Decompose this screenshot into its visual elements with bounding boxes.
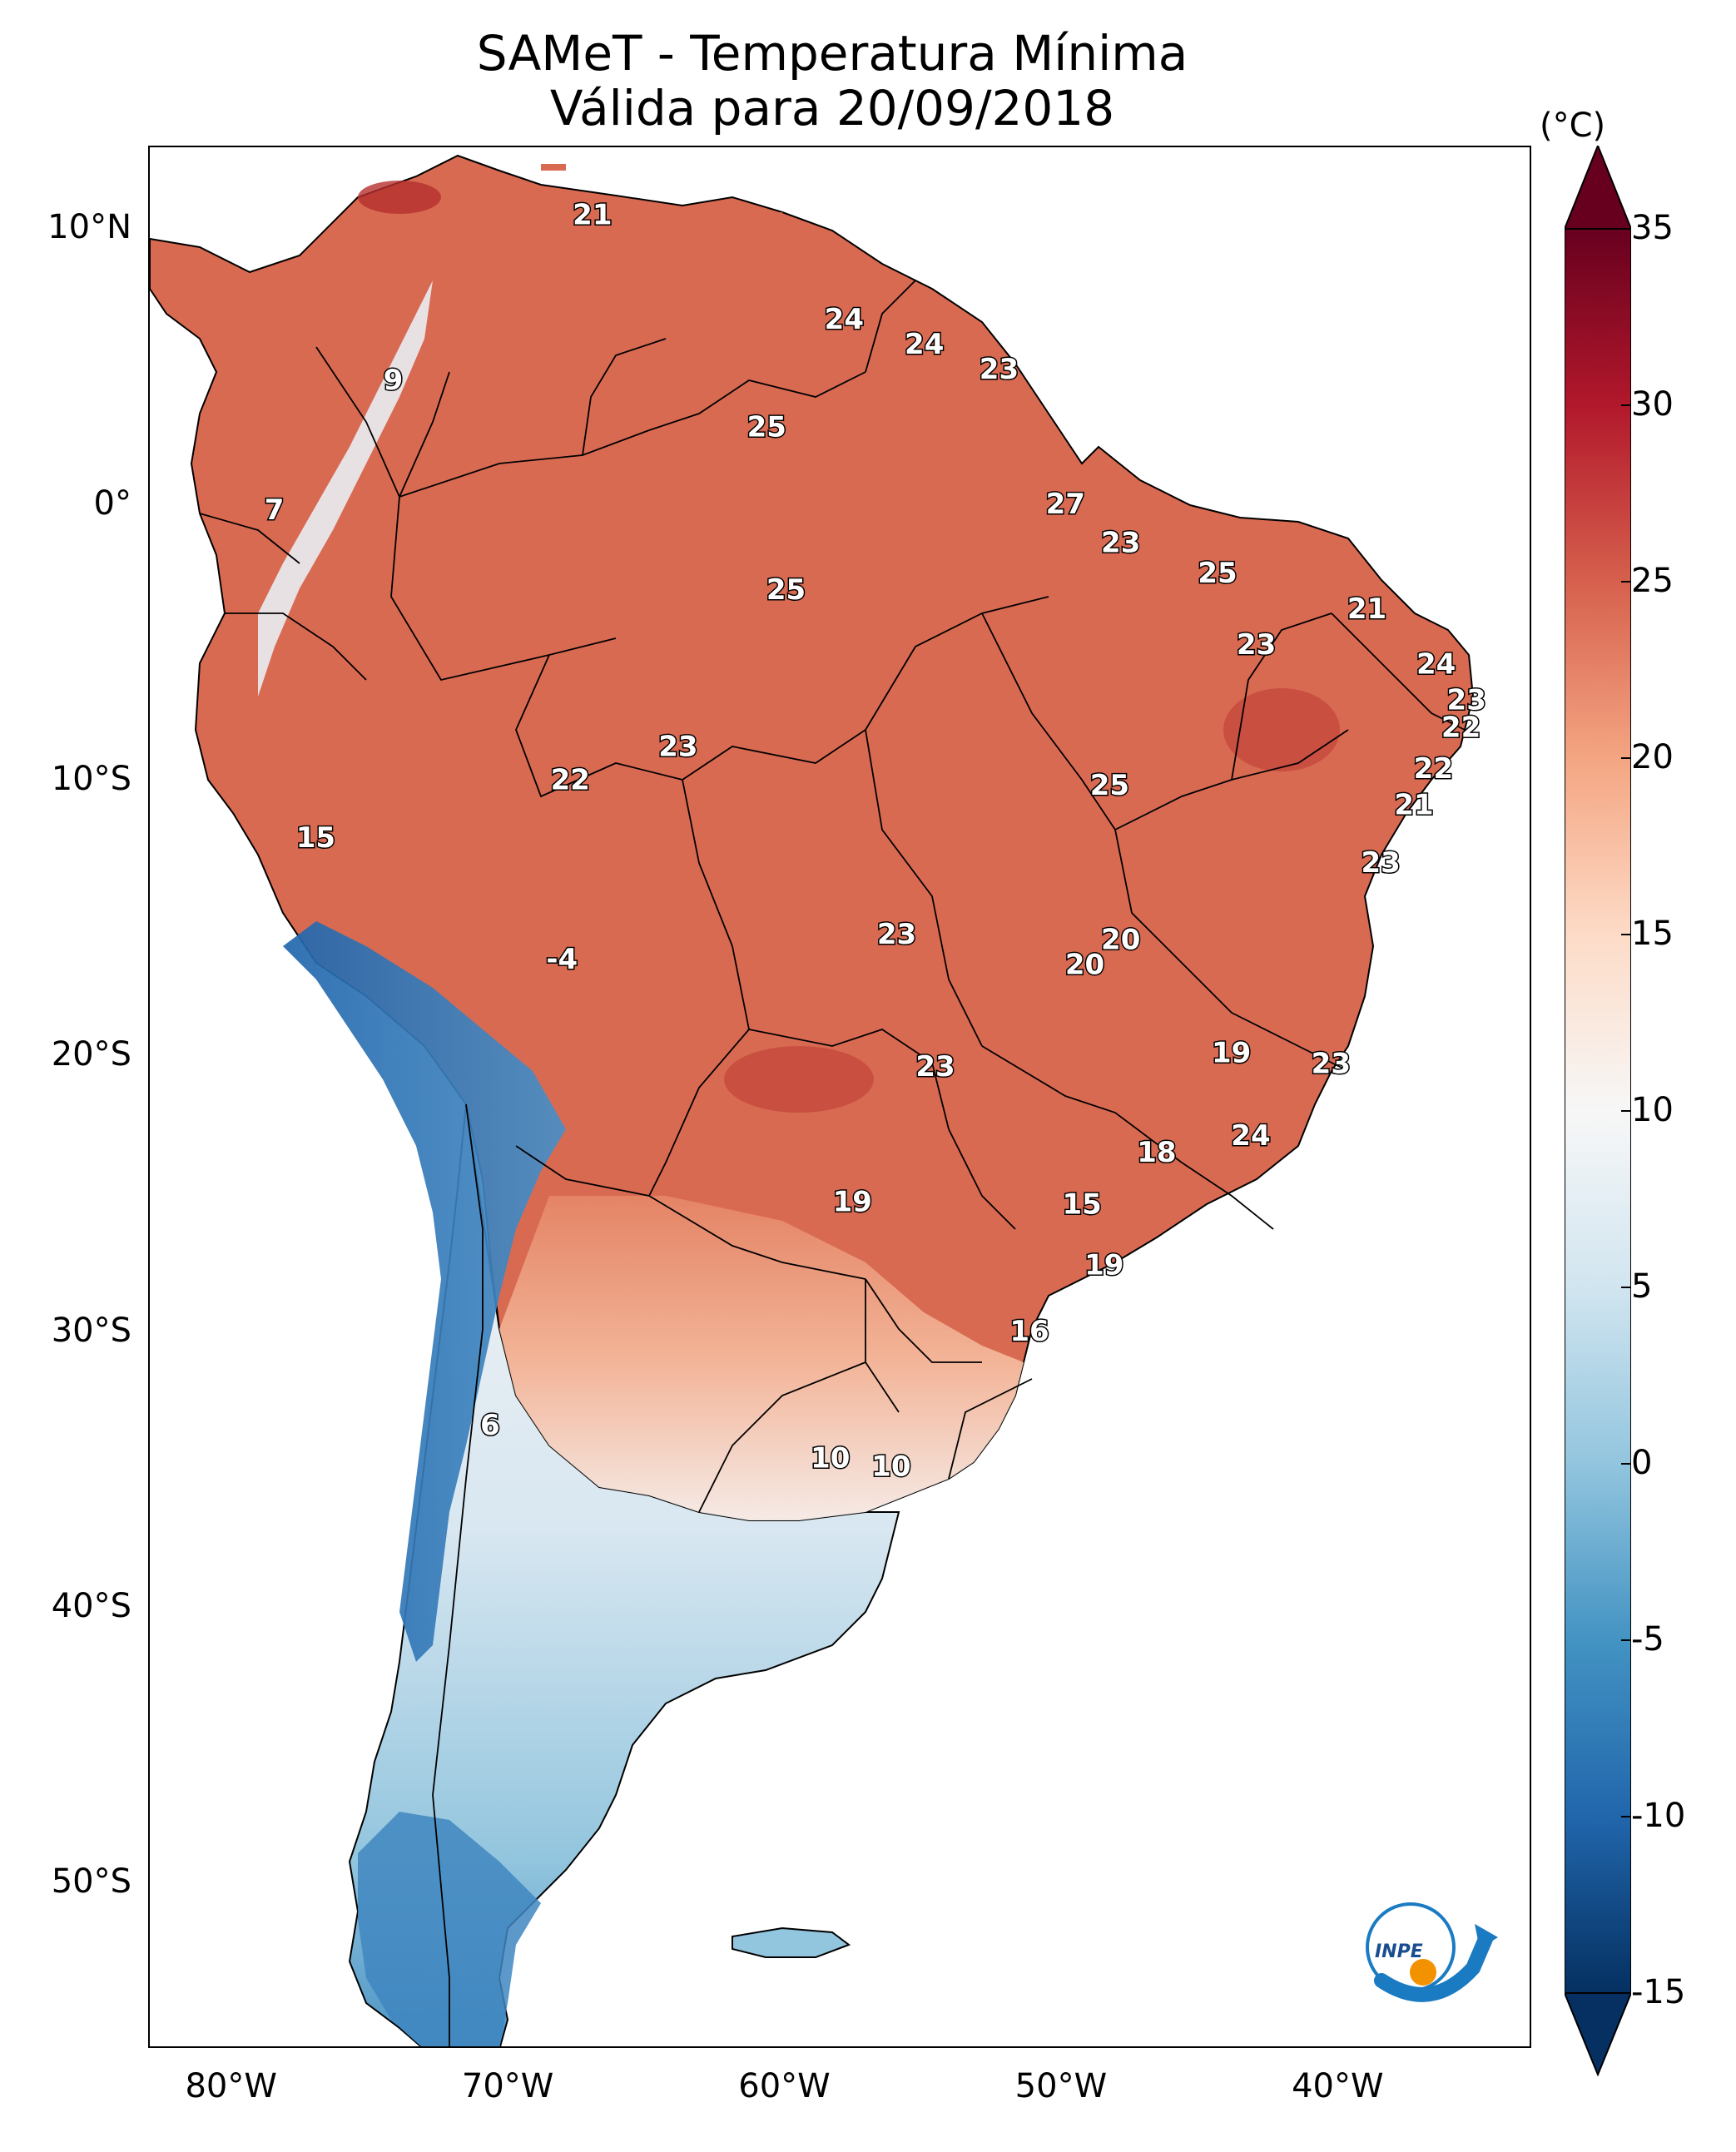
patagonia-cold-region — [358, 1812, 541, 2046]
map-title-line1: SAMeT - Temperatura Mínima — [476, 25, 1188, 82]
colorbar-tick-label: -15 — [1631, 1973, 1686, 2011]
station-value: 23 — [1237, 628, 1276, 662]
map-panel: 21 9 24 24 23 25 7 27 23 25 25 21 23 24 23 22 23 22 25 22 21… — [148, 146, 1531, 2048]
station-value: 25 — [1090, 769, 1129, 802]
longitude-label: 60°W — [738, 2067, 831, 2105]
colorbar-tick-label: 25 — [1631, 562, 1674, 600]
station-value: 25 — [766, 573, 806, 607]
station-value: 23 — [658, 731, 697, 764]
latitude-label: 0° — [93, 483, 131, 523]
station-value: 20 — [1065, 948, 1104, 981]
station-value: 24 — [905, 328, 944, 361]
country-borders — [199, 280, 1466, 2046]
station-value: 19 — [1212, 1036, 1251, 1069]
station-value: 23 — [915, 1050, 955, 1083]
station-value: 23 — [1101, 527, 1140, 560]
station-value: 22 — [1441, 712, 1481, 745]
latitude-label: 30°S — [51, 1311, 131, 1350]
colorbar-tick-label: 0 — [1631, 1444, 1653, 1482]
station-value: 16 — [1009, 1315, 1049, 1348]
station-value: 15 — [1063, 1188, 1102, 1222]
colorbar-tick-label: -5 — [1631, 1620, 1664, 1659]
station-value: 23 — [877, 918, 916, 951]
colorbar-tick-label: 5 — [1631, 1267, 1653, 1306]
station-value: 15 — [296, 821, 335, 855]
colorbar-tick-label: 10 — [1631, 1091, 1674, 1129]
caribbean-islands — [541, 164, 782, 224]
colorbar-unit: (°C) — [1540, 107, 1606, 145]
colorbar — [1565, 146, 1631, 2076]
continent-warm-region — [150, 154, 1475, 1521]
station-value: 22 — [1414, 752, 1453, 786]
colorbar-tick-label: 35 — [1631, 209, 1674, 247]
inpe-logo: INPE — [1366, 1902, 1498, 2002]
station-value: 18 — [1137, 1136, 1176, 1169]
andes-cold-band — [283, 921, 566, 1662]
longitude-label: 70°W — [461, 2067, 554, 2105]
station-value: 21 — [1394, 788, 1433, 821]
latitude-label: 10°N — [47, 208, 131, 247]
station-value: 27 — [1046, 488, 1085, 521]
station-value: 24 — [1231, 1119, 1270, 1153]
latitude-label: 20°S — [51, 1035, 131, 1074]
colorbar-tick-label: 30 — [1631, 385, 1674, 424]
colorbar-tick-label: 20 — [1631, 738, 1674, 776]
falkland-islands — [732, 1926, 851, 1958]
station-value: 10 — [811, 1442, 850, 1475]
station-value: 25 — [1198, 557, 1237, 590]
station-value: 25 — [747, 410, 786, 444]
station-value: 20 — [1101, 924, 1140, 957]
hot-spot-venezuela — [358, 181, 441, 214]
station-value: 23 — [980, 353, 1019, 386]
station-value: 7 — [265, 493, 285, 527]
colorbar-tick-label: 15 — [1631, 915, 1674, 953]
longitude-label: 50°W — [1014, 2067, 1108, 2105]
hot-spot-northeast — [1223, 688, 1340, 771]
station-value: 21 — [573, 198, 612, 231]
transition-region — [499, 1196, 1024, 1520]
station-value: 9 — [384, 364, 404, 397]
latitude-label: 40°S — [51, 1586, 131, 1625]
station-value: 23 — [1362, 846, 1401, 880]
longitude-label: 80°W — [185, 2067, 277, 2105]
colorbar-bottom-extension — [1565, 1992, 1631, 2076]
station-value: 19 — [1084, 1249, 1123, 1282]
station-value: 19 — [833, 1185, 872, 1218]
north-andes-cool-streak — [258, 280, 433, 697]
station-value: 24 — [1416, 647, 1456, 681]
latitude-label: 10°S — [51, 760, 131, 798]
latitude-label: 50°S — [51, 1862, 131, 1902]
logo-text: INPE — [1375, 1941, 1423, 1962]
station-value: 23 — [1447, 683, 1486, 717]
station-value: -4 — [546, 943, 578, 976]
longitude-label: 40°W — [1292, 2067, 1384, 2105]
station-value: 6 — [480, 1409, 500, 1442]
station-value: 23 — [1312, 1048, 1351, 1081]
station-value: 21 — [1347, 593, 1386, 626]
map-title-line2: Válida para 20/09/2018 — [549, 80, 1115, 136]
station-value: 24 — [825, 303, 864, 336]
colorbar-tick-label: -10 — [1631, 1797, 1686, 1835]
colorbar-top-extension — [1565, 146, 1631, 230]
hot-spot-chaco — [724, 1046, 874, 1113]
station-value: 22 — [551, 764, 590, 797]
station-value: 10 — [871, 1450, 910, 1483]
